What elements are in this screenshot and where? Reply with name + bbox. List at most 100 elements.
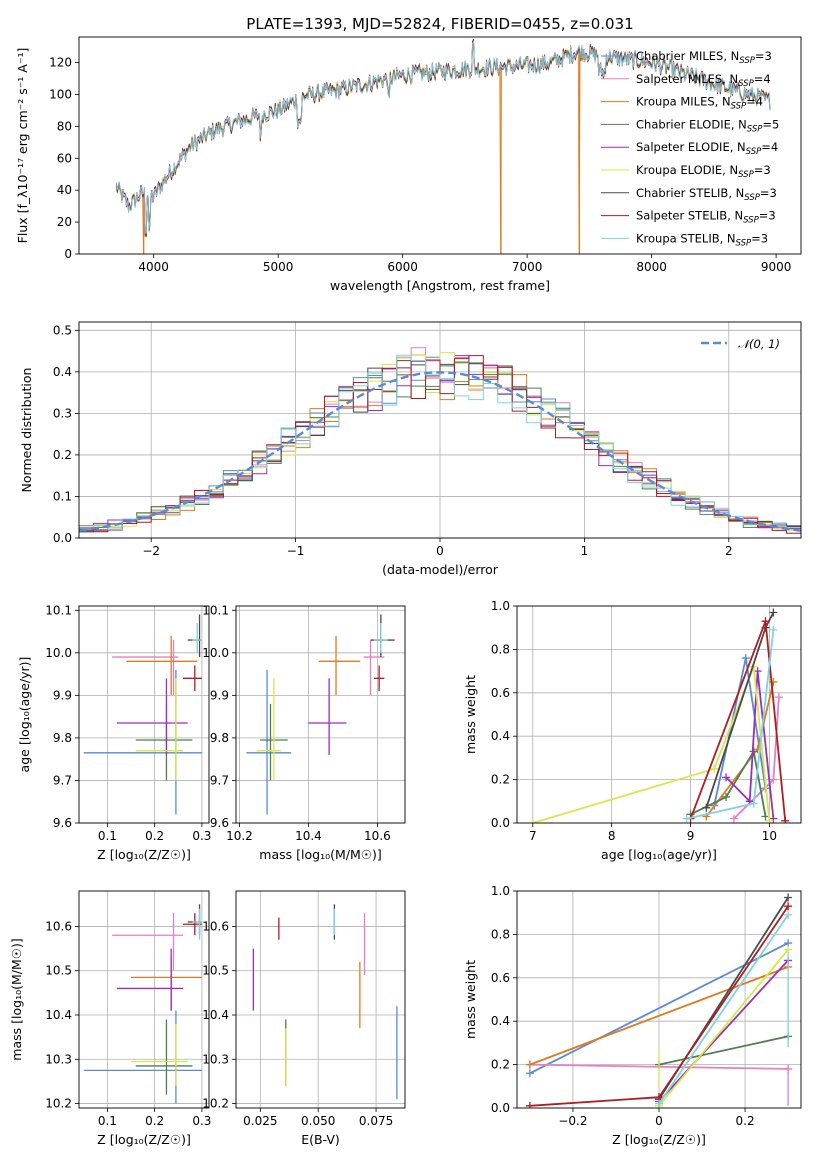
x-tick-label: 10.6 xyxy=(364,829,391,843)
plot-area-spectrum xyxy=(115,38,771,254)
y-tick-label: 0.2 xyxy=(491,1058,510,1072)
axes-frame xyxy=(516,890,802,1109)
x-tick-label: 0 xyxy=(436,544,444,558)
weight-marker xyxy=(765,816,774,823)
x-axis-label: Z [log₁₀(Z/Z☉)] xyxy=(97,847,191,862)
y-tick-label: 10.2 xyxy=(202,1097,229,1111)
x-tick-label: 9000 xyxy=(761,260,792,274)
x-tick-label: 0.2 xyxy=(145,1114,164,1128)
legend-entry: Chabrier MILES, NSSP=3 xyxy=(636,49,772,66)
weight-marker xyxy=(528,819,537,823)
y-tick-label: 10.1 xyxy=(202,603,229,617)
legend-entry: Chabrier ELODIE, NSSP=5 xyxy=(636,117,779,134)
x-tick-label: 2 xyxy=(725,544,733,558)
weight-line-salpeter-elodie xyxy=(725,671,775,819)
x-axis-label: wavelength [Angstrom, rest frame] xyxy=(330,278,550,293)
y-axis-label: Normed distribution xyxy=(19,368,34,493)
y-tick-label: 9.9 xyxy=(53,688,72,702)
y-axis-label: age [log₁₀(age/yr)] xyxy=(17,657,32,773)
x-tick-label: 0.2 xyxy=(145,829,164,843)
weight-marker xyxy=(784,910,793,919)
axes-weight_vs_Z: −0.2 0 0.2 0.0 0.2 0.4 0.6 0.8 1.0 Z [log₁₀(Z/Z☉)… xyxy=(463,884,802,1147)
axes-mass_vs_Z: 0.1 0.2 0.3 10.2 10.3 10.4 10.5 10.6 Z [log₁₀(Z/… xyxy=(9,890,211,1147)
x-tick-label: 8 xyxy=(608,829,616,843)
weight-marker xyxy=(761,617,770,626)
y-tick-label: 10.6 xyxy=(45,919,72,933)
weight-line-salpeter-elodie xyxy=(658,959,789,1103)
weight-line-kroupa-elodie xyxy=(532,666,771,823)
weight-marker xyxy=(722,792,731,801)
x-tick-label: 5000 xyxy=(263,260,294,274)
legend-entry: Kroupa STELIB, NSSP=3 xyxy=(636,231,768,248)
y-tick-label: 0.0 xyxy=(53,531,72,545)
y-tick-label: 1.0 xyxy=(491,884,510,898)
x-axis-label: (data-model)/error xyxy=(382,562,499,577)
legend-entry: Kroupa MILES, NSSP=4 xyxy=(636,95,763,112)
x-axis-label: E(B-V) xyxy=(301,1132,340,1147)
plot-layer: 4000 5000 6000 7000 8000 9000020406080100120w… xyxy=(9,36,802,1147)
y-tick-label: 10.1 xyxy=(45,603,72,617)
legend-entry: Salpeter MILES, NSSP=4 xyxy=(636,72,771,89)
y-tick-label: 9.6 xyxy=(210,816,229,830)
weight-marker xyxy=(784,893,793,902)
x-tick-label: 0.075 xyxy=(359,1114,393,1128)
legend-entry: Salpeter STELIB, NSSP=3 xyxy=(636,209,776,226)
weight-marker xyxy=(774,693,783,702)
weight-line-kroupa-elodie xyxy=(658,949,789,1107)
y-tick-label: 9.7 xyxy=(53,773,72,787)
x-tick-label: 9 xyxy=(687,829,695,843)
x-tick-label: 0.025 xyxy=(243,1114,277,1128)
y-axis-label: mass weight xyxy=(463,675,478,754)
weight-marker xyxy=(722,773,731,782)
y-tick-label: 80 xyxy=(57,119,72,133)
weight-line-chabrier-elodie xyxy=(690,748,767,817)
axes-residuals: −2 −1 0 1 2 0.0 0.1 0.2 0.3 0.4 0.5 (data-model)/er… xyxy=(19,321,802,577)
x-tick-label: 0.3 xyxy=(192,1114,211,1128)
y-tick-label: 120 xyxy=(49,56,72,70)
y-tick-label: 9.8 xyxy=(210,731,229,745)
x-tick-label: 10.4 xyxy=(295,829,322,843)
y-tick-label: 0.4 xyxy=(53,365,72,379)
weight-marker xyxy=(710,764,719,773)
plot-area-residuals xyxy=(79,347,801,538)
y-tick-label: 0.4 xyxy=(491,729,510,743)
weight-marker xyxy=(741,654,750,663)
y-tick-label: 10.5 xyxy=(202,964,229,978)
legend-entry: 𝒩(0, 1) xyxy=(738,337,780,351)
y-tick-label: 0.2 xyxy=(53,448,72,462)
y-axis-label: mass weight xyxy=(463,960,478,1039)
x-tick-label: −2 xyxy=(142,544,160,558)
x-tick-label: 7000 xyxy=(512,260,543,274)
weight-marker xyxy=(769,625,778,634)
legend-entry: Chabrier STELIB, NSSP=3 xyxy=(636,186,777,203)
plot-area-mass_vs_EBV xyxy=(252,904,398,1100)
y-axis-label: mass [log₁₀(M/M☉)] xyxy=(9,938,24,1060)
weight-marker xyxy=(784,902,793,911)
axes-frame xyxy=(235,890,406,1109)
x-tick-label: −0.2 xyxy=(558,1114,587,1128)
y-axis-label: Flux [f_λ10⁻¹⁷ erg cm⁻² s⁻¹ A⁻¹] xyxy=(15,48,30,244)
axes-age_vs_mass: 10.2 10.4 10.6 9.6 9.7 9.8 9.9 10.0 10.1 mass [lo… xyxy=(202,603,406,862)
weight-marker xyxy=(655,1099,663,1108)
y-tick-label: 0.5 xyxy=(53,323,72,337)
x-tick-label: 10.2 xyxy=(226,829,253,843)
x-tick-label: 0.1 xyxy=(98,829,117,843)
spectrum-line-kroupa-stelib xyxy=(115,39,771,234)
x-axis-label: mass [log₁₀(M/M☉)] xyxy=(259,847,381,862)
y-tick-label: 0.6 xyxy=(491,971,510,985)
weight-marker xyxy=(525,1069,534,1078)
y-tick-label: 10.4 xyxy=(45,1008,72,1022)
y-tick-label: 40 xyxy=(57,183,72,197)
plot-area-mass_vs_Z xyxy=(83,904,202,1104)
weight-line-kroupa-miles xyxy=(529,966,789,1066)
x-tick-label: 0.3 xyxy=(192,829,211,843)
axes-frame xyxy=(516,605,802,824)
legend-entry: Salpeter ELODIE, NSSP=4 xyxy=(636,140,778,157)
weight-line-chabrier-elodie xyxy=(658,1035,789,1066)
x-tick-label: 0 xyxy=(655,1114,663,1128)
axes-age_vs_Z: 0.1 0.2 0.3 9.6 9.7 9.8 9.9 10.0 10.1 Z [log₁₀(Z/… xyxy=(17,603,211,862)
weight-marker xyxy=(702,803,711,812)
plot-area-age_vs_Z xyxy=(83,614,202,815)
y-tick-label: 10.3 xyxy=(202,1052,229,1066)
x-tick-label: 0.050 xyxy=(301,1114,335,1128)
